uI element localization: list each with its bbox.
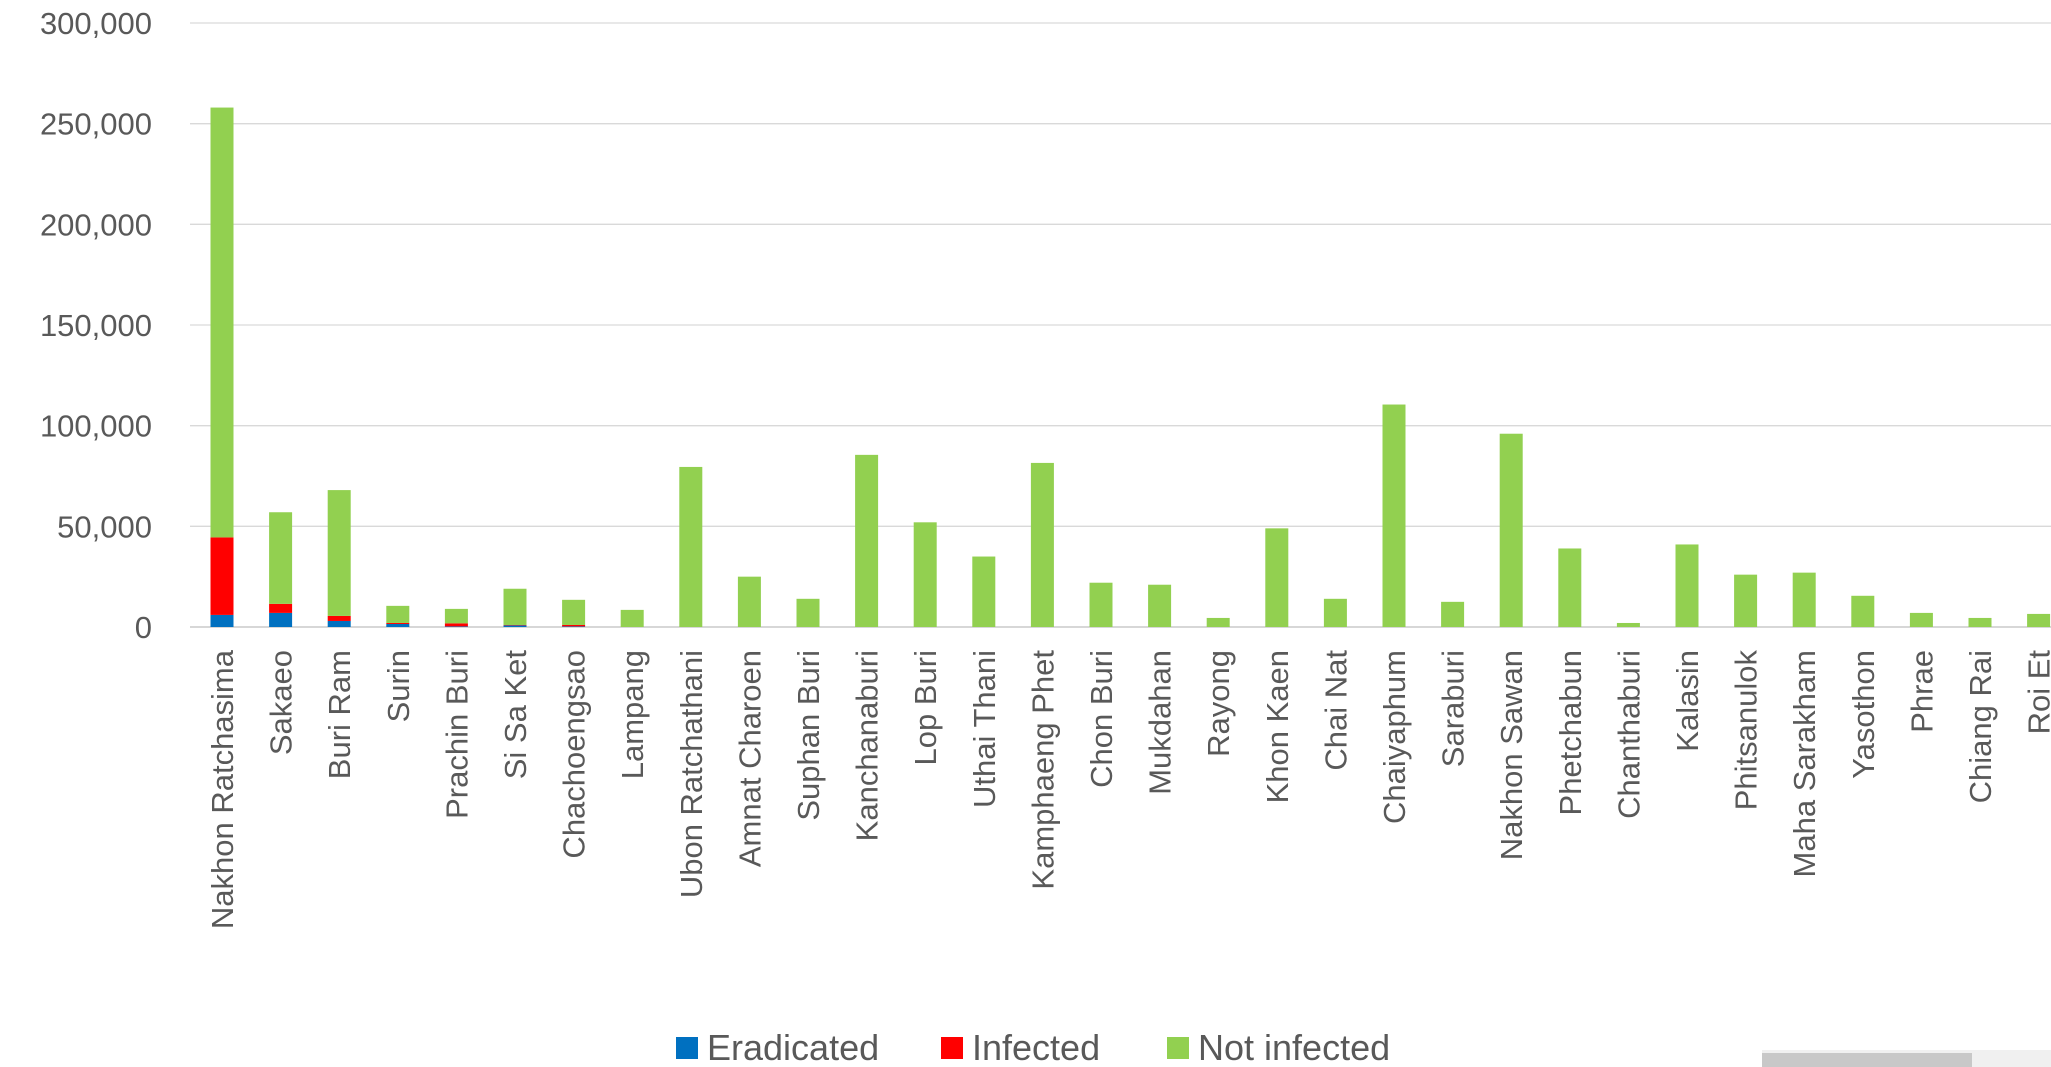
y-tick-label: 100,000 (40, 409, 152, 444)
bar-not-infected (855, 454, 879, 627)
gridlines (190, 22, 2051, 628)
bar-not-infected (2027, 613, 2051, 627)
x-tick-label: Prachin Buri (439, 650, 474, 819)
bar-eradicated (562, 626, 586, 627)
legend-label: Infected (972, 1027, 1100, 1067)
x-tick-label: Chaiyaphum (1377, 650, 1412, 824)
x-tick-label: Mukdahan (1143, 650, 1178, 795)
bar-not-infected (913, 522, 937, 627)
bar-not-infected (1675, 544, 1699, 627)
bar-eradicated (327, 620, 351, 627)
bar-not-infected (1089, 582, 1113, 627)
x-tick-label: Suphan Buri (791, 650, 826, 821)
bar-infected (444, 623, 468, 627)
bar-not-infected (210, 107, 234, 538)
bar-infected (327, 615, 351, 621)
bar-infected (269, 603, 293, 613)
bar-not-infected (1148, 584, 1172, 627)
y-axis-tick-labels: 0 50,000 100,000 150,000 200,000 250,000 300,0… (40, 6, 152, 645)
bar-not-infected (1616, 622, 1640, 627)
x-tick-label: Roi Et (2022, 650, 2051, 735)
y-tick-label: 250,000 (40, 107, 152, 142)
bar-not-infected (444, 608, 468, 624)
x-tick-label: Sakaeo (264, 650, 299, 755)
x-tick-label: Chai Nat (1318, 650, 1353, 771)
bar-not-infected (1792, 572, 1816, 627)
x-tick-label: Kanchanaburi (850, 650, 885, 841)
bar-not-infected (1323, 598, 1347, 627)
x-tick-label: Si Sa Ket (498, 650, 533, 780)
x-tick-label: Ubon Ratchathani (674, 650, 709, 898)
y-tick-label: 150,000 (40, 308, 152, 343)
bar-not-infected (737, 576, 761, 627)
bar-not-infected (796, 598, 820, 627)
legend-swatch (941, 1037, 963, 1059)
x-tick-label: Chachoengsao (557, 650, 592, 859)
x-tick-label: Nakhon Ratchasima (205, 649, 240, 929)
x-tick-label: Chon Buri (1084, 650, 1119, 788)
x-tick-label: Amnat Charoen (732, 650, 767, 867)
bar-not-infected (1499, 433, 1523, 627)
bar-not-infected (1734, 574, 1758, 627)
scrollbar-thumb[interactable] (1762, 1053, 1972, 1067)
bar-not-infected (1968, 617, 1992, 627)
bar-not-infected (1265, 528, 1289, 627)
x-axis-tick-labels: Nakhon Ratchasima Sakaeo Buri Ram Surin Prac… (205, 649, 2051, 929)
bar-not-infected (1441, 601, 1465, 627)
bar-eradicated (269, 612, 293, 627)
bar-not-infected (679, 466, 703, 627)
y-tick-label: 50,000 (57, 509, 152, 544)
x-tick-label: Rayong (1201, 650, 1236, 757)
bar-eradicated (386, 623, 410, 627)
legend: Eradicated Infected Not infected (676, 1027, 1390, 1067)
bar-infected (386, 622, 410, 624)
x-tick-label: Phetchabun (1553, 650, 1588, 815)
bar-not-infected (620, 609, 644, 627)
x-tick-label: Yasothon (1846, 650, 1881, 779)
bars (210, 107, 2051, 627)
bar-infected (210, 537, 234, 615)
y-tick-label: 300,000 (40, 6, 152, 41)
x-tick-label: Saraburi (1436, 650, 1471, 767)
legend-swatch (676, 1037, 698, 1059)
x-tick-label: Kalasin (1670, 650, 1705, 752)
bar-eradicated (503, 625, 527, 627)
x-tick-label: Buri Ram (322, 650, 357, 779)
x-tick-label: Maha Sarakham (1787, 650, 1822, 877)
x-tick-label: Uthai Thani (967, 650, 1002, 808)
bar-not-infected (1030, 462, 1054, 627)
bar-not-infected (327, 490, 351, 616)
bar-eradicated (210, 614, 234, 627)
y-tick-label: 200,000 (40, 207, 152, 242)
x-tick-label: Khon Kaen (1260, 650, 1295, 803)
x-tick-label: Surin (381, 650, 416, 722)
bar-not-infected (386, 605, 410, 623)
bar-not-infected (562, 599, 586, 625)
x-tick-label: Lampang (615, 650, 650, 779)
bar-eradicated (444, 626, 468, 627)
x-tick-label: Phitsanulok (1729, 650, 1764, 811)
x-tick-label: Chiang Rai (1963, 650, 1998, 803)
bar-not-infected (1851, 595, 1875, 627)
bar-not-infected (269, 512, 293, 604)
bar-not-infected (1382, 404, 1406, 627)
legend-swatch (1167, 1037, 1189, 1059)
bar-infected (562, 624, 586, 627)
scrollbar[interactable] (1762, 1050, 2051, 1067)
y-tick-label: 0 (135, 610, 152, 645)
bar-not-infected (1206, 617, 1230, 627)
x-tick-label: Kamphaeng Phet (1025, 650, 1060, 890)
bar-not-infected (972, 556, 996, 627)
legend-label: Not infected (1198, 1027, 1390, 1067)
x-tick-label: Chanthaburi (1611, 650, 1646, 819)
bar-not-infected (503, 588, 527, 625)
x-tick-label: Nakhon Sawan (1494, 650, 1529, 860)
x-tick-label: Phrae (1904, 650, 1939, 733)
bar-not-infected (1909, 612, 1933, 627)
bar-not-infected (1558, 548, 1582, 627)
x-tick-label: Lop Buri (908, 650, 943, 765)
legend-label: Eradicated (707, 1027, 879, 1067)
